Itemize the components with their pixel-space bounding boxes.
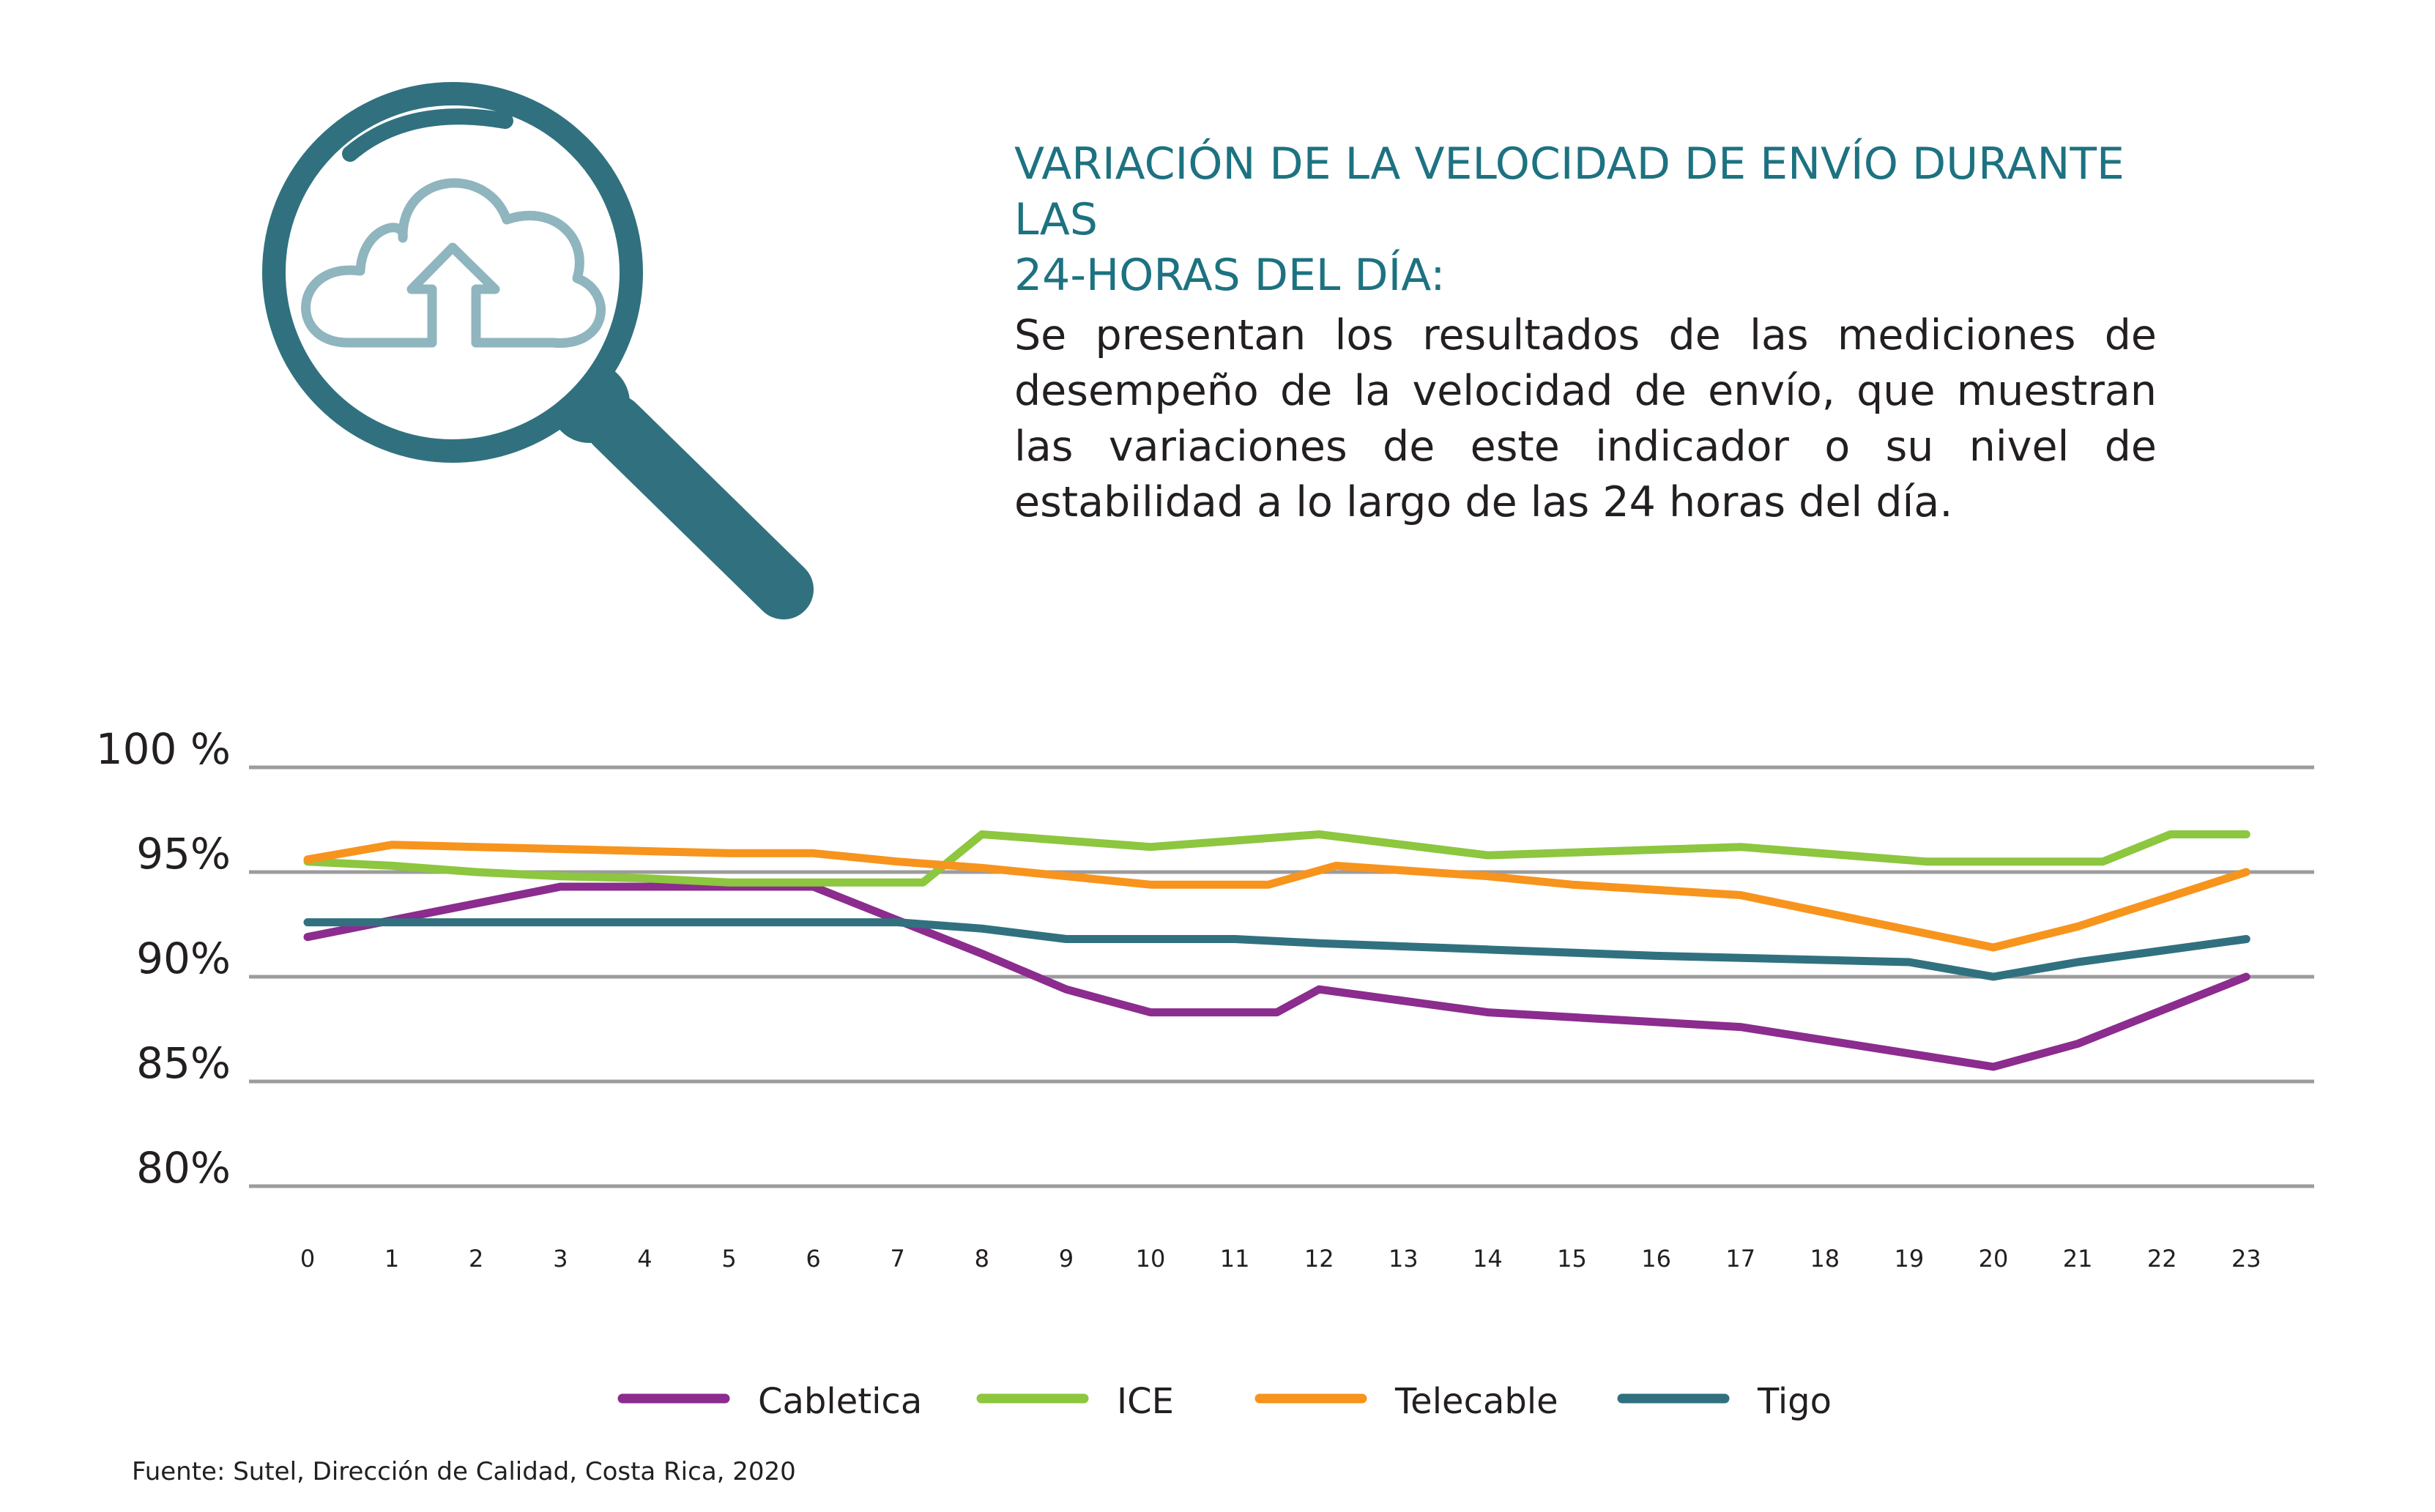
legend-label-telecable: Telecable (1394, 1381, 1558, 1422)
y-tick-label: 100 % (96, 724, 231, 774)
line-chart: 100 %95%90%85%80% 0 1 2 3 4 5 6 7 8 9 10 11 12 13 14 15… (96, 724, 2314, 1273)
y-tick-label: 95% (136, 829, 231, 879)
x-tick-label: 3 (553, 1245, 568, 1273)
x-tick-label: 9 (1059, 1245, 1074, 1273)
legend-label-cabletica: Cabletica (758, 1381, 922, 1422)
x-tick-label: 16 (1641, 1245, 1671, 1273)
x-tick-label: 8 (975, 1245, 989, 1273)
x-tick-label: 21 (2063, 1245, 2093, 1273)
x-tick-label: 14 (1473, 1245, 1503, 1273)
chart-legend: Cabletica ICE Telecable Tigo (617, 1381, 1832, 1422)
y-axis-tick-labels: 100 % 95% 90% 85% 80% (96, 724, 231, 1193)
x-tick-label: 0 (300, 1245, 315, 1273)
x-tick-label: 6 (806, 1245, 820, 1273)
x-axis-tick-labels: 0 1 2 3 4 5 6 7 8 9 10 11 12 13 14 15 16 17 18 19 20 21 22 23 (300, 1245, 2261, 1273)
magnifying-glass-icon (262, 82, 814, 619)
x-tick-label: 2 (469, 1245, 483, 1273)
x-tick-label: 10 (1136, 1245, 1166, 1273)
x-tick-label: 5 (721, 1245, 736, 1273)
x-tick-label: 22 (2147, 1245, 2177, 1273)
series-line-ice (303, 830, 2250, 887)
x-tick-label: 18 (1810, 1245, 1840, 1273)
x-tick-label: 17 (1725, 1245, 1755, 1273)
magnifier-glint (342, 108, 513, 162)
x-tick-label: 12 (1304, 1245, 1334, 1273)
magnifier-handle (585, 395, 814, 619)
x-tick-label: 15 (1557, 1245, 1587, 1273)
source-note: Fuente: Sutel, Dirección de Calidad, Cos… (132, 1457, 796, 1486)
x-tick-label: 7 (891, 1245, 905, 1273)
series-line-tigo (303, 918, 2250, 981)
page-title: VARIACIÓN DE LA VELOCIDAD DE ENVÍO DURAN… (1014, 136, 2157, 303)
x-tick-label: 1 (384, 1245, 399, 1273)
series-line-telecable (303, 841, 2250, 952)
y-tick-label: 80% (136, 1143, 231, 1193)
page-title-line-2: 24-HORAS DEL DÍA: (1014, 250, 1446, 301)
x-tick-label: 23 (2231, 1245, 2261, 1273)
x-tick-label: 11 (1220, 1245, 1250, 1273)
x-tick-label: 20 (1979, 1245, 2009, 1273)
chart-series (303, 830, 2250, 1071)
legend-label-tigo: Tigo (1757, 1381, 1832, 1422)
cloud-upload-icon (301, 178, 606, 348)
x-tick-label: 4 (637, 1245, 652, 1273)
x-tick-label: 13 (1388, 1245, 1419, 1273)
magnifier-illustration (262, 82, 814, 619)
magnifier-lens (262, 82, 643, 463)
y-tick-label: 90% (136, 934, 231, 983)
series-line-cabletica (303, 882, 2250, 1071)
page-title-line-1: VARIACIÓN DE LA VELOCIDAD DE ENVÍO DURAN… (1014, 138, 2124, 245)
legend-label-ice: ICE (1117, 1381, 1174, 1422)
x-tick-label: 19 (1895, 1245, 1925, 1273)
y-tick-label: 85% (136, 1038, 231, 1088)
chart-gridlines (249, 765, 2314, 1188)
description-paragraph: Se presentan los resultados de las medic… (1014, 311, 2157, 526)
